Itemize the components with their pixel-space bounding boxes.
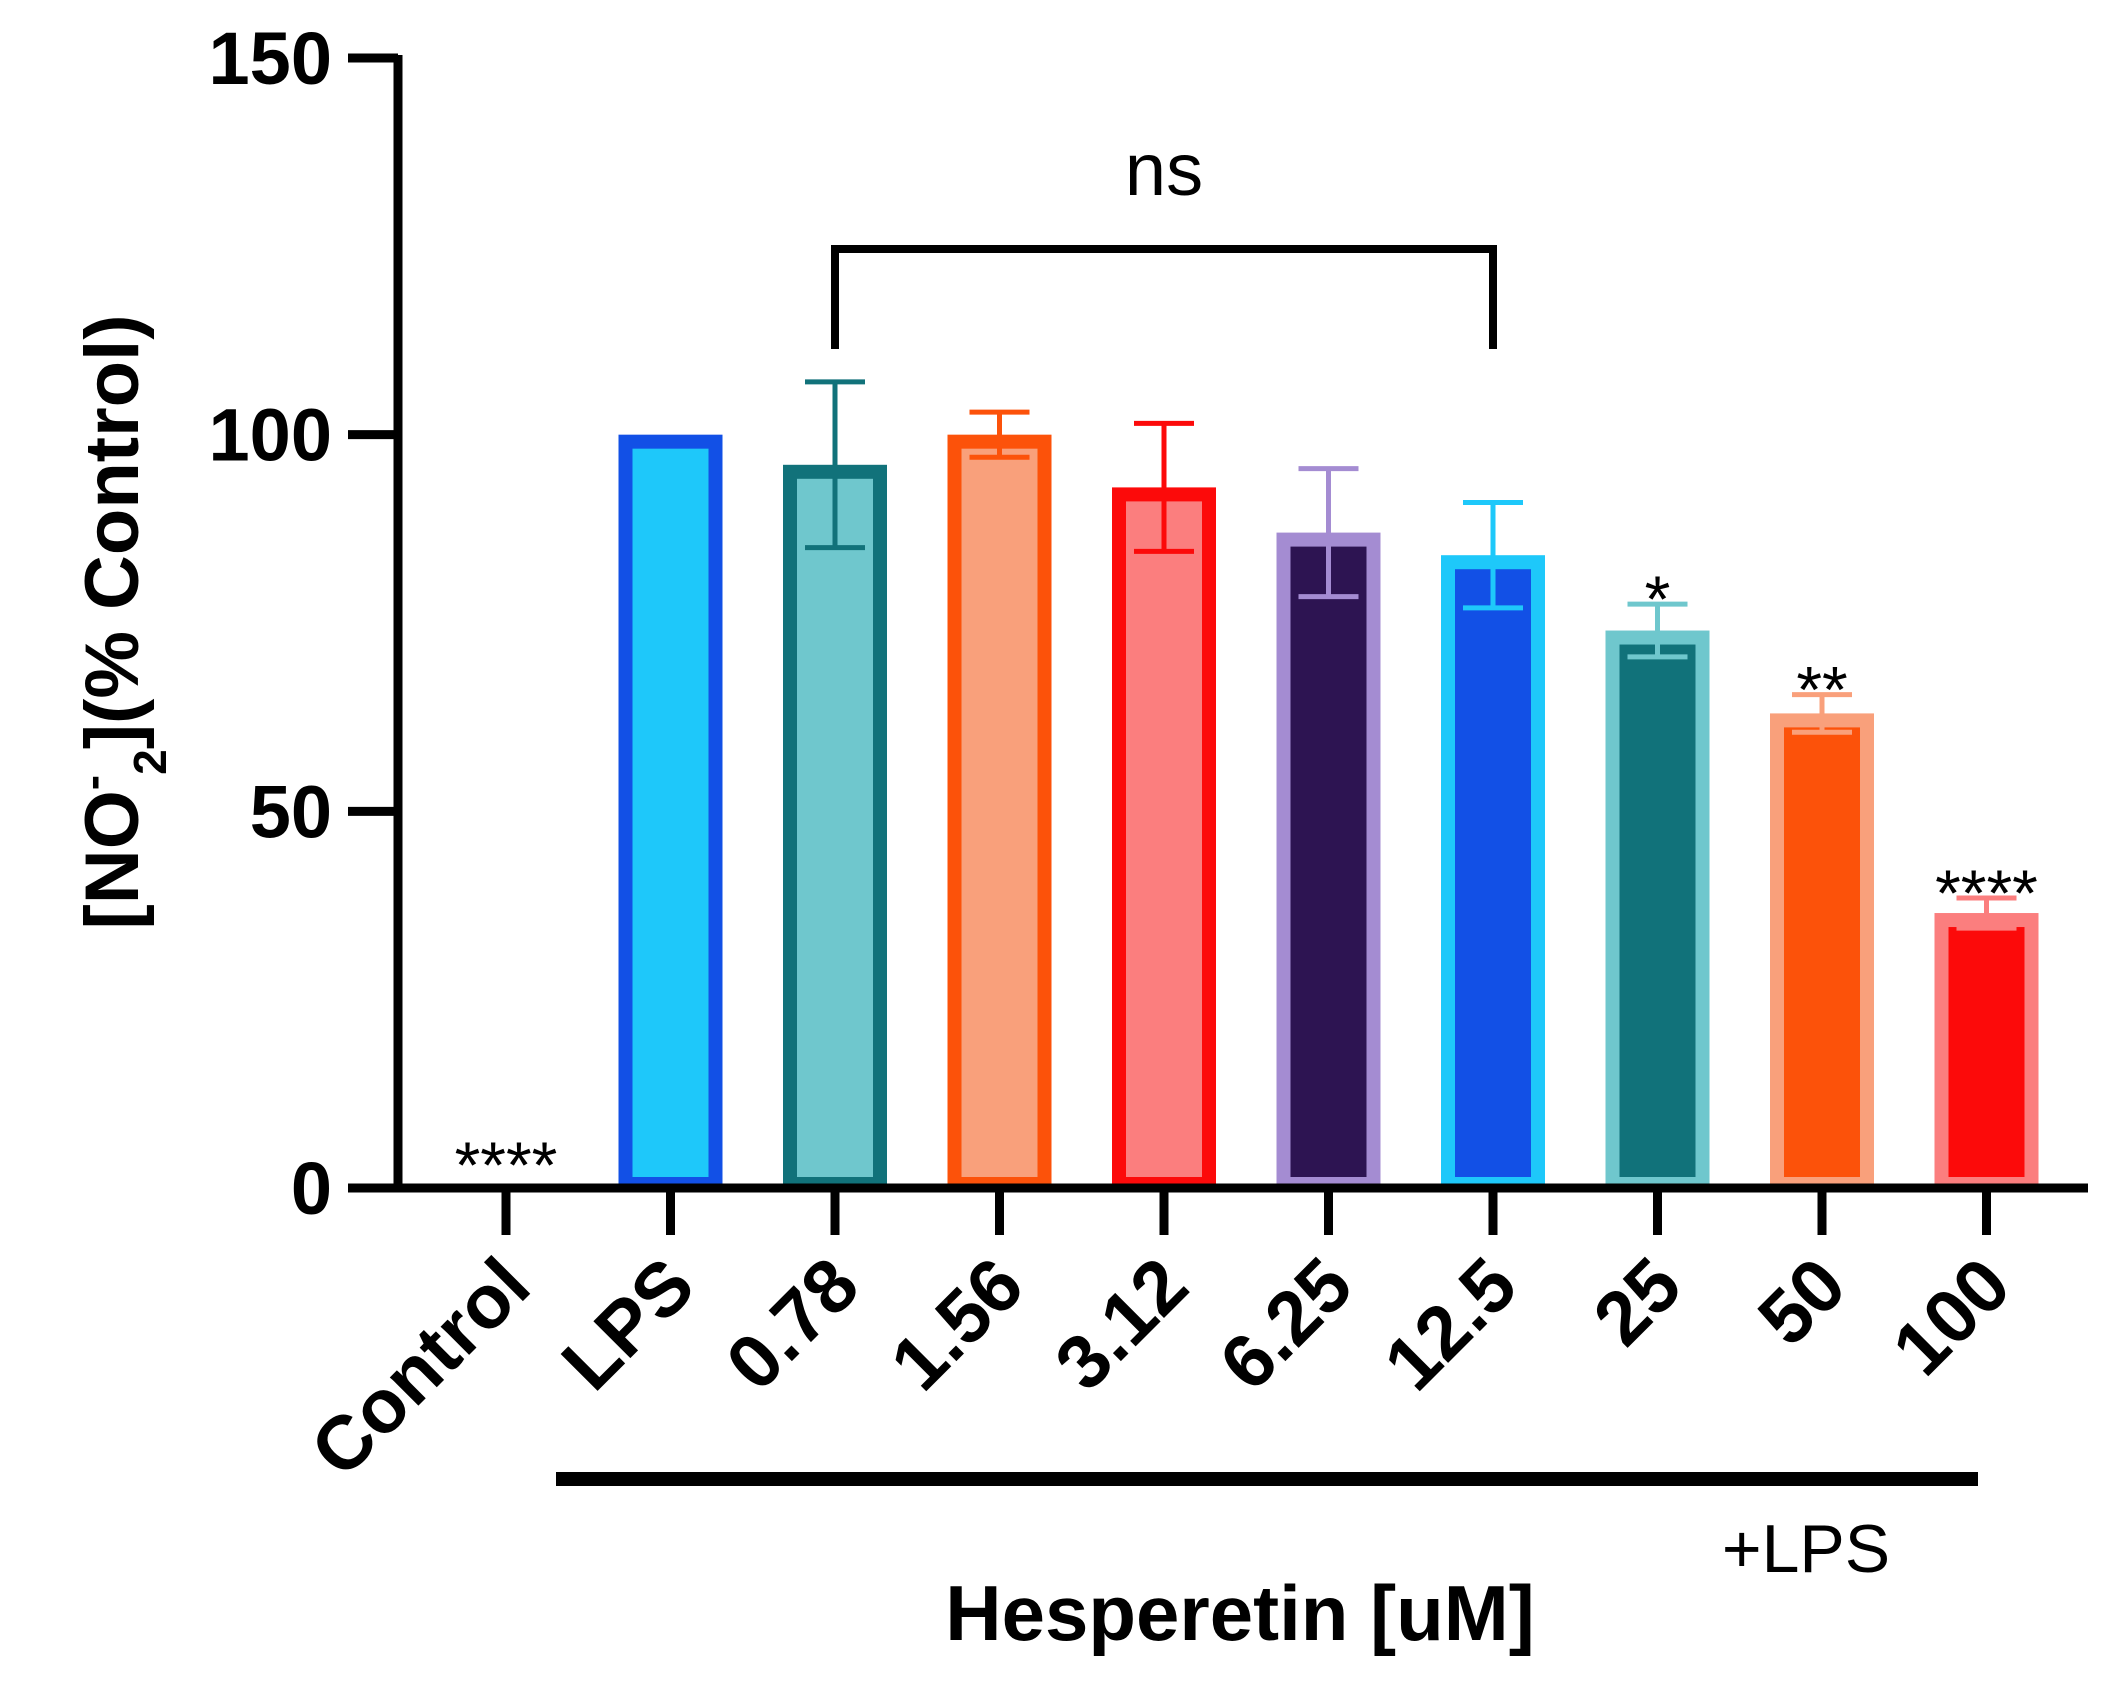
x-tick-label-Control: Control bbox=[295, 1242, 546, 1493]
y-tick-label: 0 bbox=[291, 1147, 332, 1230]
ns-bracket: ns bbox=[831, 128, 1497, 349]
significance-Control: **** bbox=[455, 1128, 558, 1202]
bar-6.25 bbox=[1276, 532, 1381, 1191]
x-tick-label-25: 25 bbox=[1578, 1242, 1698, 1362]
y-tick-label: 50 bbox=[250, 770, 332, 853]
bar-0.78 bbox=[783, 464, 887, 1191]
x-tick-label-6.25: 6.25 bbox=[1204, 1242, 1369, 1407]
y-tick-label: 150 bbox=[209, 17, 332, 100]
x-tick-label-100: 100 bbox=[1877, 1242, 2027, 1392]
y-label-sup: - bbox=[66, 775, 118, 790]
bar-12.5 bbox=[1441, 555, 1545, 1191]
y-axis-label: [NO-2](% Control) bbox=[66, 314, 176, 929]
bar-50 bbox=[1770, 713, 1874, 1192]
bar-3.12 bbox=[1112, 487, 1216, 1191]
significance-100: **** bbox=[1935, 856, 2038, 930]
error-bars-layer bbox=[805, 379, 2017, 931]
bar-25 bbox=[1605, 630, 1710, 1191]
y-tick-label: 100 bbox=[209, 394, 332, 477]
bar-100 bbox=[1934, 913, 2039, 1191]
axes-layer bbox=[348, 55, 2088, 1193]
y-label-sub: 2 bbox=[124, 749, 176, 775]
x-tick-label-1.56: 1.56 bbox=[875, 1242, 1040, 1407]
bar-1.56 bbox=[947, 434, 1052, 1191]
x-ticks-layer: Control LPS 0.78 1.56 3.12 6.25 12.5 25 50 100 bbox=[295, 1188, 2027, 1493]
x-tick-label-3.12: 3.12 bbox=[1039, 1242, 1204, 1407]
y-label-open: [NO bbox=[70, 790, 155, 929]
significance-50: ** bbox=[1796, 653, 1847, 727]
x-tick-label-LPS: LPS bbox=[546, 1242, 711, 1407]
bar-LPS bbox=[618, 434, 723, 1191]
bracket-label: ns bbox=[1125, 128, 1203, 211]
x-tick-label-0.78: 0.78 bbox=[710, 1242, 875, 1407]
bracket-line bbox=[831, 245, 1497, 349]
group-label: +LPS bbox=[1722, 1511, 1890, 1587]
x-tick-label-12.5: 12.5 bbox=[1368, 1242, 1533, 1407]
y-label-close: ](% Control) bbox=[70, 314, 155, 749]
significance-25: * bbox=[1645, 562, 1671, 636]
y-ticks-layer: 0 50 100 150 bbox=[209, 17, 398, 1230]
x-tick-label-50: 50 bbox=[1742, 1242, 1862, 1362]
x-axis-label: Hesperetin [uM] bbox=[945, 1569, 1534, 1657]
annotations-layer: *********** bbox=[455, 562, 2038, 1202]
